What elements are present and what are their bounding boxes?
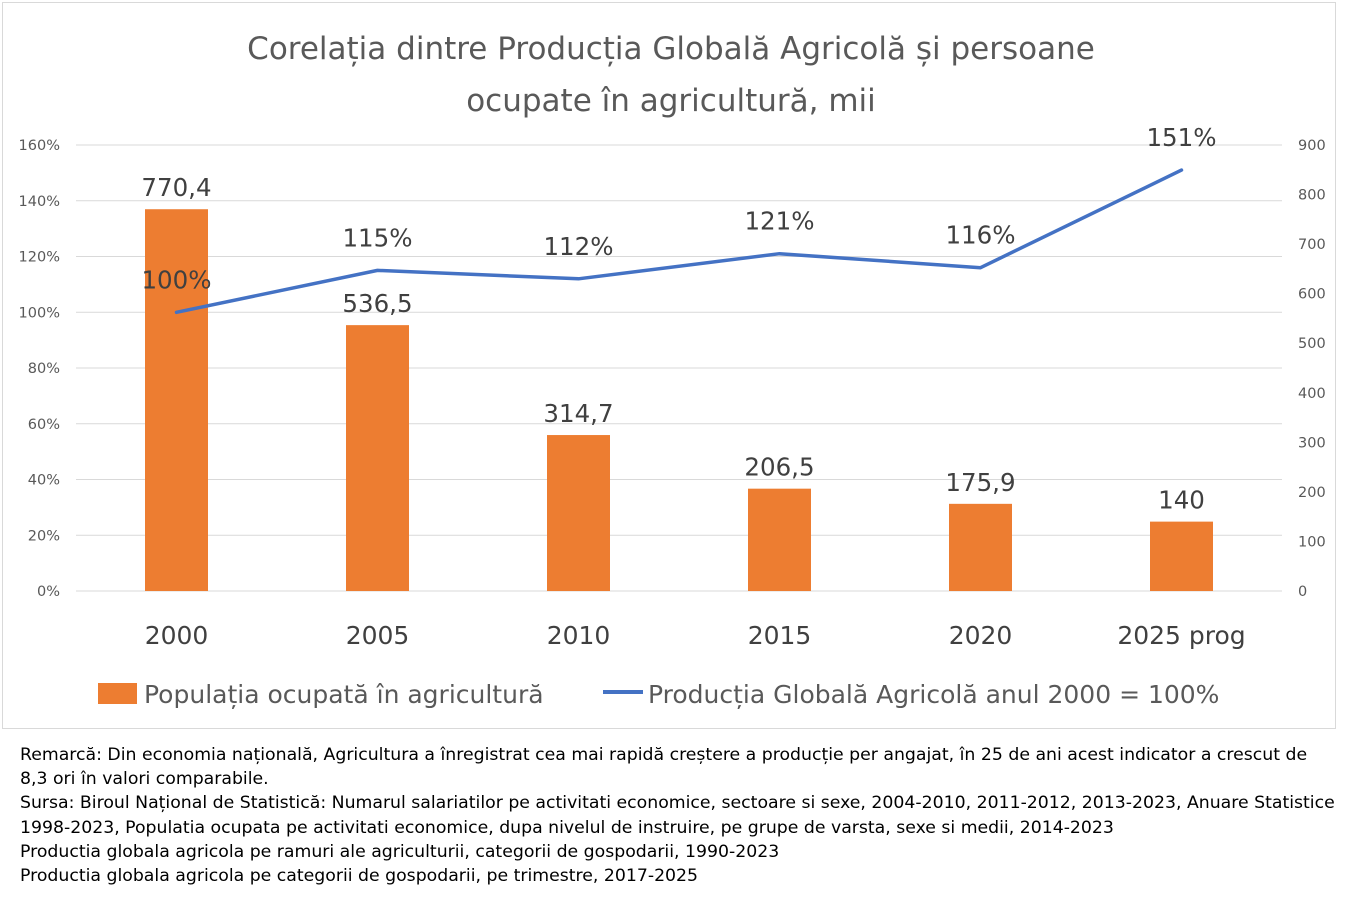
source-text-3: Productia globala agricola pe categorii … [20, 866, 699, 887]
right-axis-tick-label: 700 [1298, 237, 1326, 253]
line-data-label: 115% [342, 223, 412, 252]
right-axis-tick-label: 900 [1298, 138, 1326, 154]
legend: Populația ocupată în agricultură Producț… [98, 680, 1219, 709]
bar-data-label: 314,7 [543, 399, 613, 428]
line-data-label: 100% [141, 265, 211, 294]
bar [547, 435, 610, 591]
x-axis-category-label: 2010 [547, 621, 611, 650]
chart-title-line-2: ocupate în agricultură, mii [466, 83, 876, 119]
remark-text: Remarcă: Din economia națională, Agricul… [20, 745, 1308, 790]
right-axis-tick-label: 100 [1298, 534, 1326, 550]
left-axis-tick-label: 120% [19, 250, 60, 266]
source-text-1: Sursa: Biroul Național de Statistică: Nu… [20, 793, 1335, 838]
x-axis-category-label: 2005 [346, 621, 410, 650]
right-axis-tick-label: 600 [1298, 287, 1326, 303]
chart-title-line-1: Corelația dintre Producția Globală Agric… [247, 31, 1095, 67]
left-axis-tick-label: 40% [28, 473, 60, 489]
bar-data-label: 770,4 [141, 173, 211, 202]
line-data-label: 121% [744, 207, 814, 236]
bar [346, 325, 409, 591]
source-text-2: Productia globala agricola pe ramuri ale… [20, 841, 780, 862]
right-axis-tick-label: 500 [1298, 336, 1326, 352]
left-axis-tick-label: 80% [28, 361, 60, 377]
bar [949, 503, 1012, 591]
line-series [174, 168, 1184, 315]
gridlines [76, 144, 1282, 592]
chart-svg: Corelația dintre Producția Globală Agric… [19, 31, 1326, 709]
legend-bar-swatch [98, 683, 137, 704]
left-y-axis: 0% 20% 40% 60% 80% 100% 120% 140% 160% [19, 138, 60, 600]
left-axis-tick-label: 100% [19, 305, 60, 321]
legend-bar-label: Populația ocupată în agricultură [144, 680, 544, 709]
bar-series [145, 209, 1213, 591]
line-data-labels: 100% 115% 112% 121% 116% 151% [141, 123, 1216, 294]
bar [748, 488, 811, 591]
right-y-axis: 0 100 200 300 400 500 600 700 800 900 [1298, 138, 1326, 600]
bar [1150, 521, 1213, 591]
bar-data-label: 140 [1158, 486, 1205, 515]
x-axis-category-label: 2000 [145, 621, 209, 650]
left-axis-tick-label: 0% [37, 584, 60, 600]
right-axis-tick-label: 800 [1298, 188, 1326, 204]
bar-data-label: 536,5 [342, 289, 412, 318]
bar-data-label: 206,5 [744, 453, 814, 482]
line-series-path [174, 168, 1184, 315]
right-axis-tick-label: 300 [1298, 435, 1326, 451]
right-axis-tick-label: 400 [1298, 386, 1326, 402]
line-data-label: 151% [1146, 123, 1216, 152]
right-axis-tick-label: 0 [1298, 584, 1307, 600]
chart-title: Corelația dintre Producția Globală Agric… [247, 31, 1095, 119]
bar-data-labels: 770,4 536,5 314,7 206,5 175,9 140 [141, 173, 1204, 514]
left-axis-tick-label: 60% [28, 417, 60, 433]
legend-line-label: Producția Globală Agricolă anul 2000 = 1… [648, 680, 1219, 709]
x-axis-categories: 2000 2005 2010 2015 2020 2025 prog [145, 621, 1246, 650]
chart-notes: Remarcă: Din economia națională, Agricul… [20, 743, 1338, 888]
right-axis-tick-label: 200 [1298, 485, 1326, 501]
bar [145, 209, 208, 591]
line-data-label: 116% [945, 221, 1015, 250]
bar-data-label: 175,9 [945, 468, 1015, 497]
left-axis-tick-label: 20% [28, 528, 60, 544]
line-data-label: 112% [543, 232, 613, 261]
x-axis-category-label: 2025 prog [1117, 621, 1245, 650]
x-axis-category-label: 2015 [748, 621, 812, 650]
chart-frame: Corelația dintre Producția Globală Agric… [2, 2, 1336, 729]
left-axis-tick-label: 160% [19, 138, 60, 154]
x-axis-category-label: 2020 [949, 621, 1013, 650]
left-axis-tick-label: 140% [19, 194, 60, 210]
